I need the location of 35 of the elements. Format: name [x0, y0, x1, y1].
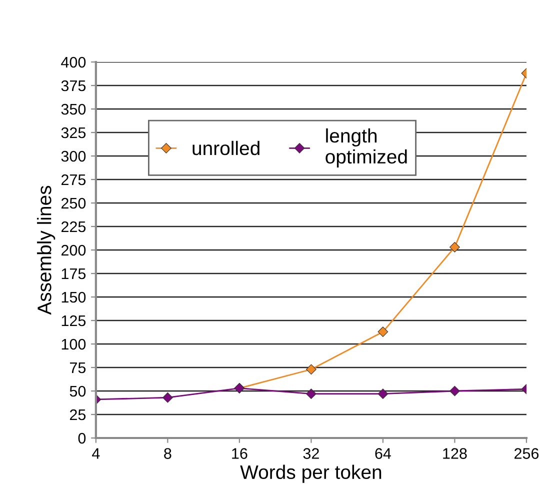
point	[450, 386, 460, 396]
y-tick-label: 100	[62, 338, 86, 350]
y-tick-label: 225	[61, 221, 86, 232]
y-tick-label: 150	[62, 292, 86, 303]
legend-label: unrolled	[192, 140, 260, 156]
y-tick-label: 200	[61, 244, 86, 256]
y-tick-label: 350	[61, 104, 86, 115]
x-tick-label: 64	[375, 448, 392, 459]
y-tick-label: 50	[70, 386, 86, 397]
y-axis-title: Assembly lines	[37, 186, 56, 315]
x-axis-title: Words per token	[240, 464, 382, 483]
x-tick-label: 8	[164, 448, 172, 459]
x-tick-label: 16	[232, 448, 248, 459]
point	[306, 364, 316, 375]
legend-label: length optimized	[326, 128, 407, 168]
y-tick-label: 75	[70, 362, 86, 374]
x-tick-label: 32	[303, 448, 319, 459]
x-tick-label: 256	[514, 448, 539, 459]
x-tick-label: 128	[443, 448, 467, 459]
y-tick-label: 275	[61, 174, 86, 186]
y-tick-label: 25	[70, 409, 86, 420]
y-tick-label: 175	[62, 268, 86, 280]
y-tick-label: 125	[62, 315, 86, 326]
point	[378, 388, 388, 400]
point	[450, 242, 460, 252]
point	[378, 326, 388, 337]
y-tick-label: 400	[61, 56, 86, 68]
point	[162, 392, 173, 403]
y-tick-label: 325	[61, 127, 86, 138]
point	[306, 388, 316, 400]
x-tick-label: 4	[92, 448, 100, 459]
y-tick-label: 250	[61, 198, 86, 209]
y-tick-label: 300	[61, 150, 86, 162]
y-tick-label: 375	[61, 80, 86, 92]
y-tick-label: 0	[78, 432, 86, 444]
